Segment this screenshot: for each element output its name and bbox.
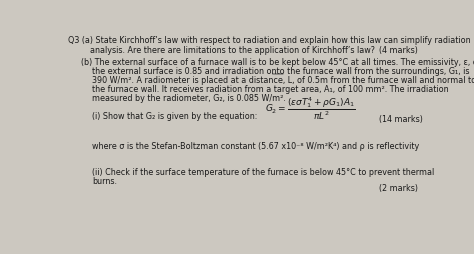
Text: (i) Show that G₂ is given by the equation:: (i) Show that G₂ is given by the equatio… xyxy=(92,112,258,120)
Text: measured by the radiometer, G₂, is 0.085 W/m².: measured by the radiometer, G₂, is 0.085… xyxy=(92,93,286,102)
Text: analysis. Are there are limitations to the application of Kirchhoff’s law?: analysis. Are there are limitations to t… xyxy=(91,45,375,54)
Text: where σ is the Stefan-Boltzman constant (5.67 x10⁻⁸ W/m²K⁴) and ρ is reflectivit: where σ is the Stefan-Boltzman constant … xyxy=(92,141,419,151)
Text: (4 marks): (4 marks) xyxy=(379,45,418,54)
Text: the furnace wall. It receives radiation from a target area, A₁, of 100 mm². The : the furnace wall. It receives radiation … xyxy=(92,85,449,93)
Text: Q3 (a) State Kirchhoff’s law with respect to radiation and explain how this law : Q3 (a) State Kirchhoff’s law with respec… xyxy=(68,36,471,45)
Text: (ii) Check if the surface temperature of the furnace is below 45°C to prevent th: (ii) Check if the surface temperature of… xyxy=(92,167,435,176)
Text: the external surface is 0.85 and irradiation onto the furnace wall from the surr: the external surface is 0.85 and irradia… xyxy=(92,67,470,75)
Text: (b) The external surface of a furnace wall is to be kept below 45°C at all times: (b) The external surface of a furnace wa… xyxy=(81,57,474,67)
Text: (2 marks): (2 marks) xyxy=(379,183,418,192)
Text: 390 W/m². A radiometer is placed at a distance, L, of 0.5m from the furnace wall: 390 W/m². A radiometer is placed at a di… xyxy=(92,75,474,84)
Text: burns.: burns. xyxy=(92,176,117,185)
Text: $G_2 = \dfrac{(\varepsilon\sigma T_1^4+\rho G_1)A_1}{\pi L^2}$: $G_2 = \dfrac{(\varepsilon\sigma T_1^4+\… xyxy=(265,96,356,122)
Text: (14 marks): (14 marks) xyxy=(379,115,423,123)
